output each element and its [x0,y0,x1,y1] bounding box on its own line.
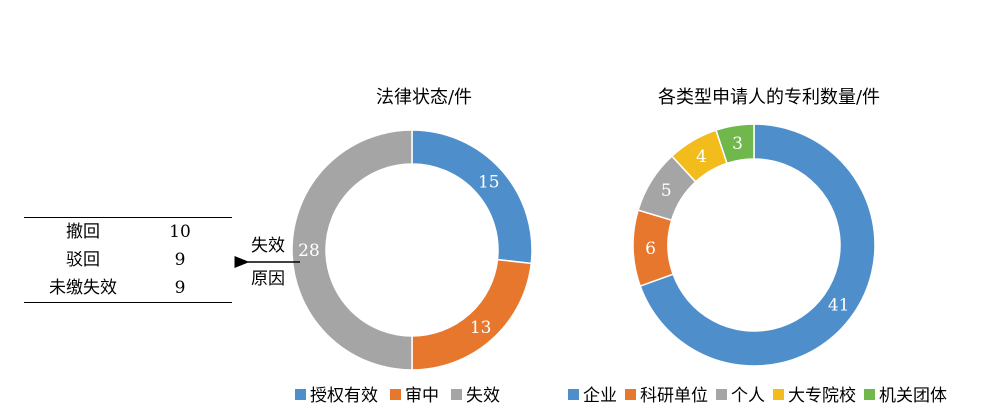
donut-data-label-1-1: 13 [470,318,492,338]
legend-label-2-4: 机关团体 [879,386,947,406]
legend-swatch-1-0 [295,389,306,400]
invalid-reasons-table: 撤回 10 驳回 9 未缴失效 9 [24,217,232,303]
legend-label-2-2: 个人 [731,386,765,406]
legend-swatch-2-0 [568,389,579,400]
legend-label-1-2: 失效 [466,386,500,406]
donut-data-label-2-1: 6 [645,239,656,259]
arrow-label-line1: 失效 [251,236,285,256]
donut-data-label-1-0: 15 [478,172,500,192]
table-cell-value: 9 [174,250,186,270]
donut-chart-applicant-types: 41 6 5 4 3 [632,123,876,367]
legend-legal-status: 授权有效 审中 失效 [295,386,500,406]
legend-swatch-2-1 [625,389,636,400]
chart-2-title: 各类型申请人的专利数量/件 [658,87,880,108]
donut-data-label-2-2: 5 [661,181,672,201]
donut-chart-legal-status: 15 13 28 [291,129,533,371]
table-row: 未缴失效 9 [24,274,232,303]
table-cell-value: 10 [142,217,232,246]
donut-data-label-2-3: 4 [696,147,707,167]
legend-swatch-2-2 [716,389,727,400]
legend-swatch-2-3 [773,389,784,400]
table-row: 撤回 10 [24,217,232,246]
donut-slice-2-0 [639,123,876,367]
donut-slice-1-1 [411,258,533,371]
table-cell-label: 撤回 [24,217,142,246]
legend-applicant-types: 企业 科研单位 个人 大专院校 机关团体 [568,386,947,406]
donut-data-label-1-2: 28 [298,241,320,261]
legend-swatch-1-1 [390,389,401,400]
legend-label-1-1: 审中 [405,386,439,406]
donut-slice-2-4 [715,123,755,165]
donut-data-label-2-4: 3 [732,134,743,154]
arrow-label-line2: 原因 [251,269,285,289]
legend-label-2-0: 企业 [583,386,617,406]
donut-slice-1-2 [291,129,413,371]
donut-slice-1-0 [411,129,533,265]
table-cell-label: 未缴失效 [24,274,142,303]
legend-swatch-2-4 [864,389,875,400]
legend-label-1-0: 授权有效 [310,386,378,406]
legend-label-2-3: 大专院校 [788,386,856,406]
table-cell-value: 9 [142,274,232,303]
legend-label-2-1: 科研单位 [640,386,708,406]
table-row: 驳回 9 [24,246,232,274]
donut-data-label-2-0: 41 [828,295,850,315]
chart-1-title: 法律状态/件 [376,87,472,108]
legend-swatch-1-2 [451,389,462,400]
table-cell-label: 驳回 [66,250,100,270]
